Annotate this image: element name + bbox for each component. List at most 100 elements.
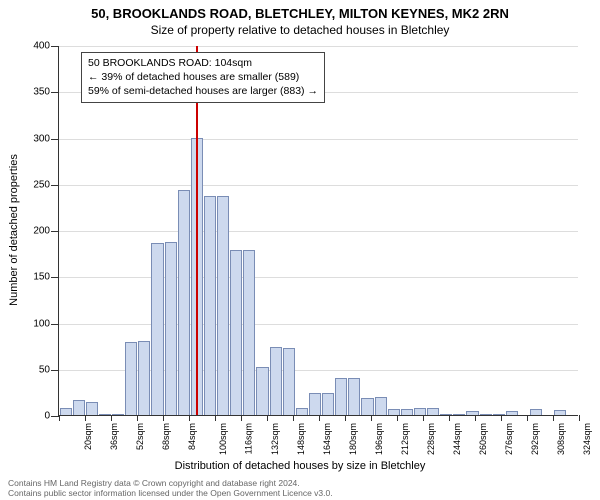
x-tick-label: 308sqm — [556, 423, 566, 455]
x-tick — [59, 415, 60, 421]
histogram-bar — [256, 367, 268, 415]
histogram-bar — [493, 414, 505, 415]
chart-plot-area: 50 BROOKLANDS ROAD: 104sqm ← 39% of deta… — [58, 46, 578, 416]
x-tick-label: 84sqm — [187, 423, 197, 450]
x-tick-label: 52sqm — [135, 423, 145, 450]
x-tick — [371, 415, 372, 421]
histogram-bar — [165, 242, 177, 415]
histogram-bar — [243, 250, 255, 415]
y-tick-label: 50 — [20, 364, 50, 375]
x-tick-label: 212sqm — [400, 423, 410, 455]
histogram-bar — [99, 414, 111, 415]
y-tick — [51, 324, 59, 325]
histogram-bar — [348, 378, 360, 415]
y-tick-label: 300 — [20, 133, 50, 144]
histogram-bar — [309, 393, 321, 415]
histogram-bar — [530, 409, 542, 415]
histogram-bar — [270, 347, 282, 415]
histogram-bar — [230, 250, 242, 415]
x-tick — [423, 415, 424, 421]
histogram-bar — [60, 408, 72, 415]
x-tick — [449, 415, 450, 421]
x-tick-label: 292sqm — [530, 423, 540, 455]
histogram-bar — [401, 409, 413, 415]
y-tick — [51, 92, 59, 93]
x-tick — [163, 415, 164, 421]
x-tick-label: 196sqm — [374, 423, 384, 455]
x-tick-label: 100sqm — [218, 423, 228, 455]
x-axis-title: Distribution of detached houses by size … — [0, 460, 600, 472]
y-tick — [51, 139, 59, 140]
histogram-bar — [296, 408, 308, 415]
histogram-bar — [73, 400, 85, 415]
x-tick-label: 276sqm — [504, 423, 514, 455]
histogram-bar — [361, 398, 373, 415]
histogram-bar — [440, 414, 452, 415]
histogram-bar — [204, 196, 216, 415]
histogram-bar — [554, 410, 566, 415]
x-tick-label: 68sqm — [161, 423, 171, 450]
histogram-bar — [466, 411, 478, 415]
y-tick-label: 350 — [20, 87, 50, 98]
x-tick — [475, 415, 476, 421]
histogram-bar — [178, 190, 190, 415]
x-tick — [553, 415, 554, 421]
x-tick — [319, 415, 320, 421]
histogram-bar — [112, 414, 124, 415]
annotation-line2: ← 39% of detached houses are smaller (58… — [88, 70, 318, 84]
x-tick — [189, 415, 190, 421]
y-tick — [51, 277, 59, 278]
y-tick-label: 150 — [20, 272, 50, 283]
histogram-bar — [427, 408, 439, 415]
y-tick-label: 100 — [20, 318, 50, 329]
histogram-bar — [217, 196, 229, 415]
x-tick-label: 132sqm — [270, 423, 280, 455]
histogram-bar — [322, 393, 334, 415]
x-tick-label: 36sqm — [109, 423, 119, 450]
x-tick — [293, 415, 294, 421]
footer-attribution: Contains HM Land Registry data © Crown c… — [8, 478, 333, 498]
x-tick — [241, 415, 242, 421]
annotation-box: 50 BROOKLANDS ROAD: 104sqm ← 39% of deta… — [81, 52, 325, 103]
y-tick-label: 250 — [20, 179, 50, 190]
y-tick-label: 400 — [20, 41, 50, 52]
y-tick — [51, 370, 59, 371]
x-tick — [137, 415, 138, 421]
x-tick — [267, 415, 268, 421]
y-tick — [51, 46, 59, 47]
x-tick — [215, 415, 216, 421]
chart-title-sub: Size of property relative to detached ho… — [0, 21, 600, 37]
x-tick-label: 148sqm — [296, 423, 306, 455]
y-tick — [51, 185, 59, 186]
y-tick-label: 200 — [20, 226, 50, 237]
footer-line2: Contains public sector information licen… — [8, 488, 333, 498]
x-tick-label: 324sqm — [582, 423, 592, 455]
x-tick — [579, 415, 580, 421]
x-tick-label: 180sqm — [348, 423, 358, 455]
histogram-bar — [138, 341, 150, 415]
x-tick-label: 116sqm — [243, 423, 253, 454]
histogram-bar — [453, 414, 465, 415]
histogram-bar — [480, 414, 492, 415]
histogram-bar — [86, 402, 98, 415]
x-tick — [527, 415, 528, 421]
x-tick-label: 20sqm — [83, 423, 93, 450]
x-tick-label: 164sqm — [322, 423, 332, 455]
footer-line1: Contains HM Land Registry data © Crown c… — [8, 478, 333, 488]
histogram-bar — [125, 342, 137, 415]
chart-title-main: 50, BROOKLANDS ROAD, BLETCHLEY, MILTON K… — [0, 0, 600, 21]
x-tick — [345, 415, 346, 421]
x-tick — [397, 415, 398, 421]
histogram-bar — [151, 243, 163, 415]
x-tick-label: 260sqm — [478, 423, 488, 455]
histogram-bar — [506, 411, 518, 415]
x-tick — [501, 415, 502, 421]
y-axis-title: Number of detached properties — [8, 154, 20, 306]
histogram-bar — [283, 348, 295, 415]
x-tick-label: 228sqm — [426, 423, 436, 455]
histogram-bar — [414, 408, 426, 415]
x-tick-label: 244sqm — [452, 423, 462, 455]
histogram-bar — [375, 397, 387, 415]
y-tick — [51, 231, 59, 232]
y-tick-label: 0 — [20, 411, 50, 422]
